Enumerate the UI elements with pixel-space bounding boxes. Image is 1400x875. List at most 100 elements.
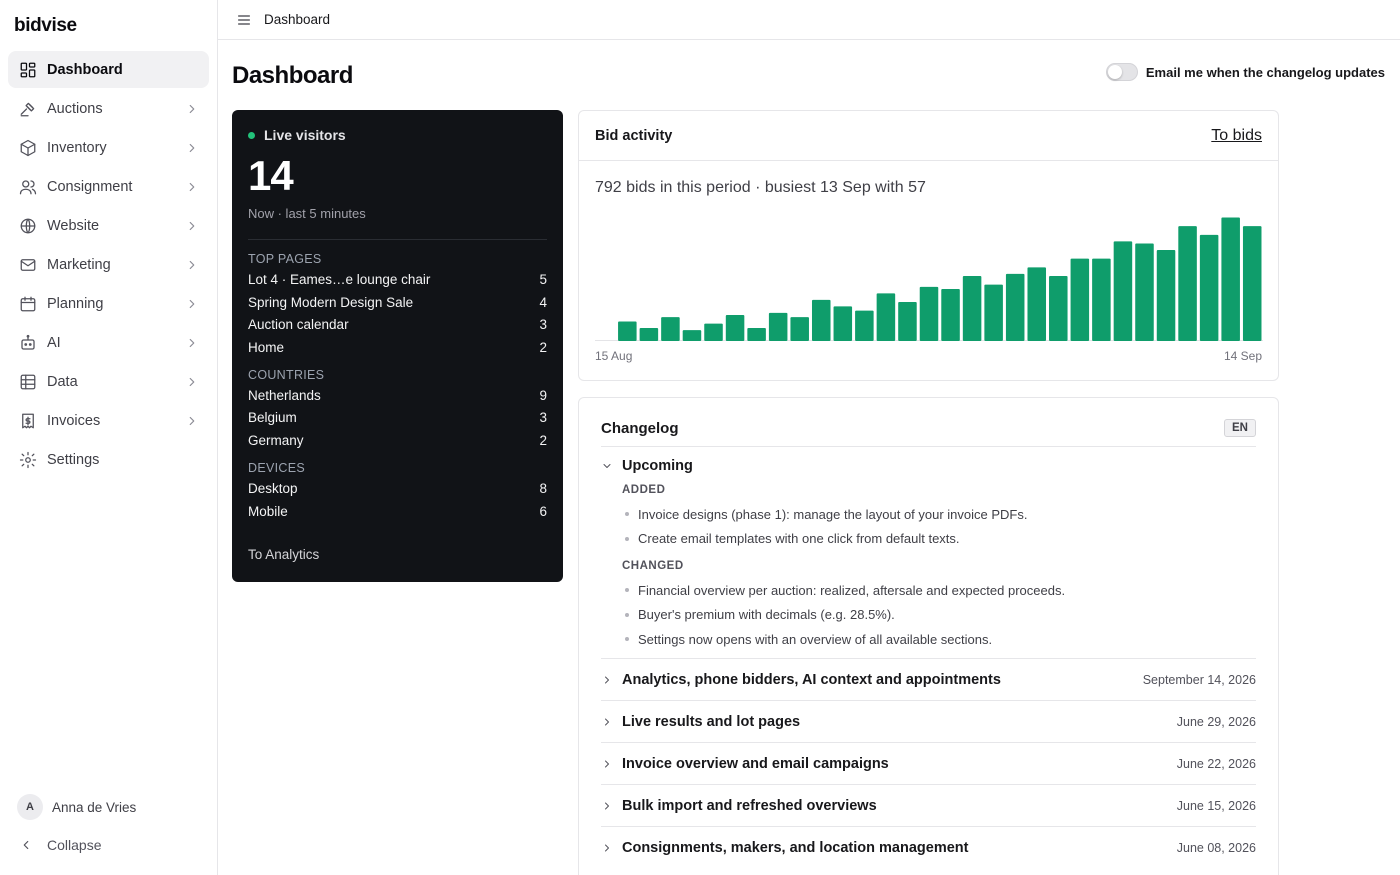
- chevron-right-icon: [185, 102, 199, 116]
- changelog-header: Changelog EN: [601, 410, 1256, 447]
- release-row[interactable]: Analytics, phone bidders, AI context and…: [601, 658, 1256, 700]
- bid-bar-29-aug[interactable]: [898, 302, 917, 341]
- stat-label: Mobile: [248, 503, 288, 519]
- release-title: Consignments, makers, and location manag…: [622, 839, 969, 856]
- stat-value: 2: [539, 340, 547, 356]
- bid-summary: 792 bids in this period · busiest 13 Sep…: [595, 179, 926, 196]
- bid-bar-28-aug[interactable]: [876, 293, 896, 341]
- bid-bar-11-sep[interactable]: [1178, 226, 1197, 341]
- release-row[interactable]: Invoice overview and email campaigns June…: [601, 742, 1256, 784]
- bid-bar-24-aug[interactable]: [790, 317, 809, 341]
- changelog-email-switch[interactable]: [1105, 63, 1138, 81]
- stat-row: Lot 4 · Eames…e lounge chair 5: [248, 269, 547, 292]
- section-title: COUNTRIES: [248, 367, 325, 382]
- bid-bar-22-aug[interactable]: [747, 328, 766, 341]
- stat-label: Netherlands: [248, 387, 321, 403]
- release-date: June 29, 2026: [1176, 714, 1256, 729]
- release-date: June 22, 2026: [1176, 756, 1256, 771]
- bid-bar-7-sep[interactable]: [1092, 258, 1111, 341]
- bid-bar-16-aug[interactable]: [618, 321, 637, 342]
- chevron-right-icon: [185, 258, 199, 272]
- sidebar-item-label: Inventory: [47, 139, 107, 156]
- live-section: COUNTRIES Netherlands 9 Belgium 3 Germany 2: [248, 366, 547, 453]
- bid-bar-19-aug[interactable]: [682, 330, 702, 341]
- sidebar-item-planning[interactable]: Planning: [8, 285, 209, 322]
- user-profile[interactable]: A Anna de Vries: [17, 794, 136, 820]
- bid-bar-5-sep[interactable]: [1049, 276, 1068, 341]
- language-badge[interactable]: EN: [1224, 419, 1256, 437]
- bid-bar-18-aug[interactable]: [661, 317, 680, 341]
- live-indicator-dot: [248, 131, 255, 139]
- bid-bar-21-aug[interactable]: [725, 315, 745, 341]
- bid-bar-23-aug[interactable]: [768, 312, 788, 341]
- sidebar: bidvise Dashboard Auctions Inventory Consig…: [0, 0, 218, 875]
- bid-bar-13-sep[interactable]: [1221, 217, 1240, 342]
- sidebar-item-website[interactable]: Website: [8, 207, 209, 244]
- bid-bar-12-sep[interactable]: [1199, 234, 1219, 341]
- bid-activity-header: Bid activity To bids: [579, 111, 1278, 161]
- dashboard-icon: [19, 61, 37, 79]
- change-category: CHANGED: [622, 560, 684, 572]
- release-title-wrap: Analytics, phone bidders, AI context and…: [601, 672, 1001, 688]
- stat-label: Auction calendar: [248, 317, 349, 333]
- bid-bar-14-sep[interactable]: [1242, 226, 1262, 341]
- bid-bar-25-aug[interactable]: [811, 299, 831, 341]
- bid-bar-8-sep[interactable]: [1113, 241, 1133, 341]
- bid-bar-3-sep[interactable]: [1005, 273, 1025, 341]
- collapse-label: Collapse: [47, 837, 102, 853]
- change-group-added: ADDED Invoice designs (phase 1): manage t…: [622, 484, 1256, 551]
- sidebar-item-inventory[interactable]: Inventory: [8, 129, 209, 166]
- bid-bar-2-sep[interactable]: [984, 284, 1003, 341]
- sidebar-item-marketing[interactable]: Marketing: [8, 246, 209, 283]
- live-visitor-count: 14: [248, 152, 294, 199]
- sidebar-item-auctions[interactable]: Auctions: [8, 90, 209, 127]
- bid-bar-20-aug[interactable]: [704, 323, 723, 341]
- release-row[interactable]: Live results and lot pages June 29, 2026: [601, 700, 1256, 742]
- menu-icon[interactable]: [236, 12, 252, 28]
- gavel-icon: [19, 100, 37, 118]
- stat-label: Belgium: [248, 410, 297, 426]
- upcoming-toggle[interactable]: Upcoming: [601, 458, 693, 474]
- bid-bar-17-aug[interactable]: [639, 328, 659, 341]
- stat-row: Spring Modern Design Sale 4: [248, 292, 547, 315]
- chevron-right-icon: [185, 297, 199, 311]
- bid-bar-9-sep[interactable]: [1135, 243, 1154, 342]
- sidebar-item-invoices[interactable]: Invoices: [8, 402, 209, 439]
- bid-bar-6-sep[interactable]: [1070, 258, 1090, 341]
- sidebar-item-label: Data: [47, 373, 78, 390]
- breadcrumb: Dashboard: [264, 12, 331, 27]
- bid-bar-30-aug[interactable]: [919, 286, 939, 341]
- sidebar-item-label: Consignment: [47, 178, 133, 195]
- bid-bar-27-aug[interactable]: [855, 310, 874, 341]
- sidebar-item-label: Invoices: [47, 412, 101, 429]
- brand-logo[interactable]: bidvise: [14, 15, 77, 36]
- bid-bar-10-sep[interactable]: [1156, 250, 1176, 341]
- sidebar-item-ai[interactable]: AI: [8, 324, 209, 361]
- calendar-icon: [19, 295, 37, 313]
- user-name: Anna de Vries: [52, 799, 137, 815]
- to-bids-link[interactable]: To bids: [1211, 126, 1262, 144]
- bid-bar-1-sep[interactable]: [962, 276, 982, 341]
- chevron-down-icon: [601, 460, 613, 472]
- bid-bar-31-aug[interactable]: [941, 289, 960, 341]
- bid-bar-4-sep[interactable]: [1027, 267, 1047, 341]
- release-title: Invoice overview and email campaigns: [622, 755, 889, 772]
- avatar: A: [17, 794, 43, 820]
- chevron-right-icon: [185, 375, 199, 389]
- stat-value: 6: [539, 503, 547, 519]
- email-toggle-label: Email me when the changelog updates: [1145, 64, 1385, 80]
- to-analytics-link[interactable]: To Analytics: [248, 547, 320, 562]
- collapse-button[interactable]: Collapse: [19, 837, 101, 853]
- release-row[interactable]: Consignments, makers, and location manag…: [601, 826, 1256, 868]
- stat-label: Spring Modern Design Sale: [248, 294, 414, 310]
- bid-activity-chart: [595, 217, 1263, 342]
- sidebar-item-dashboard[interactable]: Dashboard: [8, 51, 209, 88]
- bid-bar-26-aug[interactable]: [833, 306, 853, 341]
- release-row[interactable]: Bulk import and refreshed overviews June …: [601, 784, 1256, 826]
- sidebar-item-label: Marketing: [47, 256, 111, 273]
- sidebar-item-consignment[interactable]: Consignment: [8, 168, 209, 205]
- sidebar-item-settings[interactable]: Settings: [8, 441, 209, 478]
- stat-label: Desktop: [248, 480, 298, 496]
- sidebar-item-data[interactable]: Data: [8, 363, 209, 400]
- sidebar-nav: Dashboard Auctions Inventory Consignment Web…: [8, 51, 209, 480]
